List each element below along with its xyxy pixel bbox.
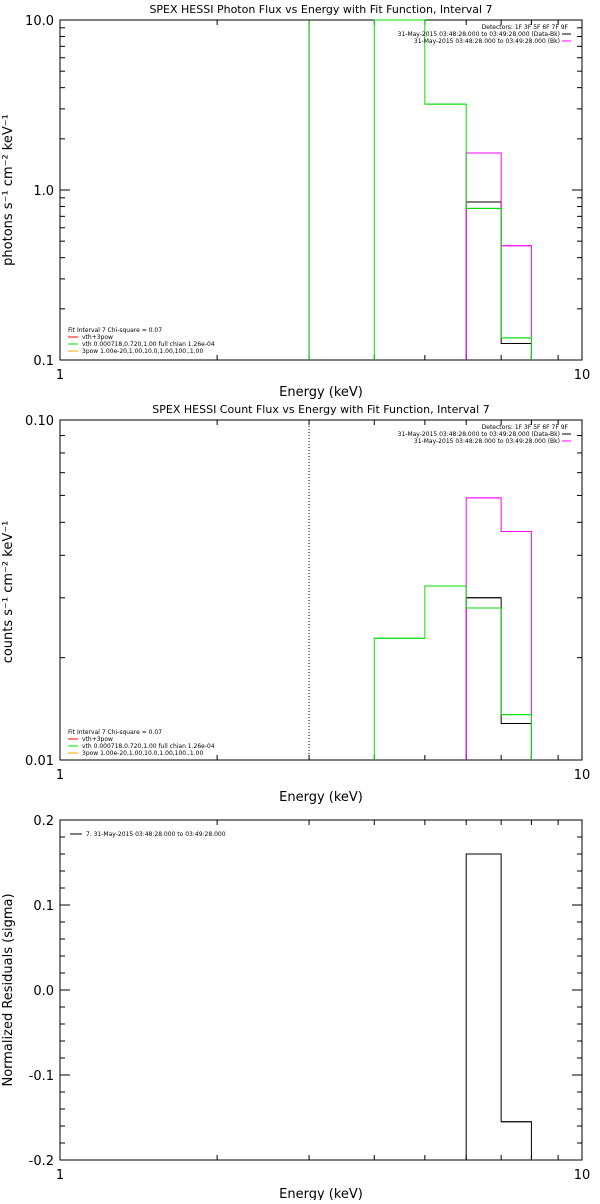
- panel3-ylabel: Normalized Residuals (sigma): [1, 893, 16, 1086]
- series-background-histogram: [465, 152, 532, 360]
- y-tick-label: 0.10: [25, 414, 54, 429]
- panel1-ylabel: photons s⁻¹ cm⁻² keV⁻¹: [1, 114, 16, 266]
- panel2-xlabel: Energy (keV): [279, 790, 363, 805]
- y-tick-label: -0.1: [29, 1069, 54, 1084]
- panel1-xlabel: Energy (keV): [279, 385, 363, 400]
- series-data-histogram: [465, 597, 532, 760]
- panel2-detectors: Detectors: 1F 3F 5F 6F 7F 9F: [482, 424, 569, 431]
- panel2-ylabel: counts s⁻¹ cm⁻² keV⁻¹: [1, 521, 16, 664]
- x-tick-label: 1: [56, 768, 64, 783]
- y-tick-label: 0.1: [33, 354, 54, 369]
- panel2-fit-item-3: 3pow 1.00e-20,1.00,10.0,1.00,100.,1.00: [82, 750, 203, 757]
- y-tick-label: 0.01: [25, 754, 54, 769]
- x-tick-label: 1: [56, 368, 64, 383]
- series-model-histogram: [373, 585, 532, 760]
- panel-count-flux: SPEX HESSI Count Flux vs Energy with Fit…: [1, 403, 590, 805]
- panel2-fit-item-2: vth 0.000718,0.720,1.00 full chian 1.26e…: [82, 743, 215, 750]
- plot-frame: [59, 19, 583, 361]
- y-tick-label: 0.1: [33, 899, 54, 914]
- panel2-legend-data: 31-May-2015 03:48:28.000 to 03:49:28.000…: [398, 431, 560, 438]
- panel-residuals: 1 10 0.2 0.1 0.0 -0.1 -0.2 Energy (keV) Normal…: [1, 814, 591, 1202]
- x-tick-label: 1: [56, 1168, 64, 1183]
- y-tick-label: 1.0: [33, 184, 54, 199]
- panel1-fit-item-1: vth+3pow: [82, 334, 113, 341]
- panel3-xlabel: Energy (keV): [279, 1187, 363, 1200]
- y-tick-label: 0.2: [33, 814, 54, 829]
- series-data-histogram: [465, 853, 532, 1160]
- panel1-legend-data: 31-May-2015 03:48:28.000 to 03:49:28.000…: [398, 31, 560, 38]
- panel1-detectors: Detectors: 1F 3F 5F 6F 7F 9F: [482, 24, 569, 31]
- panel3-legend-label: 7. 31-May-2015 03:48:28.000 to 03:49:28.…: [86, 831, 226, 838]
- series-data-histogram: [465, 201, 532, 360]
- panel2-fit-header: Fit Interval 7 Chi-square = 0.07: [68, 729, 162, 736]
- y-tick-label: -0.2: [29, 1154, 54, 1169]
- series-background-histogram: [465, 497, 532, 760]
- panel1-fit-item-3: 3pow 1.00e-20,1.00,10.0,1.00,100.,1.00: [82, 348, 203, 355]
- series-model-histogram: [373, 19, 532, 360]
- plot-frame: [59, 419, 583, 761]
- panel1-title: SPEX HESSI Photon Flux vs Energy with Fi…: [149, 3, 492, 16]
- plot-frame: [59, 819, 583, 1161]
- y-tick-label: 10.0: [25, 14, 54, 29]
- y-tick-label: 0.0: [33, 984, 54, 999]
- x-tick-label: 10: [574, 1168, 591, 1183]
- panel2-legend-bk: 31-May-2015 03:48:28.000 to 03:49:28.000…: [414, 438, 560, 445]
- panel1-fit-item-2: vth 0.000718,0.720,1.00 full chian 1.26e…: [82, 341, 215, 348]
- panel2-title: SPEX HESSI Count Flux vs Energy with Fit…: [152, 403, 489, 416]
- panel1-legend-bk: 31-May-2015 03:48:28.000 to 03:49:28.000…: [414, 38, 560, 45]
- panel-photon-flux: SPEX HESSI Photon Flux vs Energy with Fi…: [1, 3, 590, 400]
- x-tick-label: 10: [574, 368, 591, 383]
- panel1-fit-header: Fit Interval 7 Chi-square = 0.07: [68, 327, 162, 334]
- panel2-fit-item-1: vth+3pow: [82, 736, 113, 743]
- x-tick-label: 10: [574, 768, 591, 783]
